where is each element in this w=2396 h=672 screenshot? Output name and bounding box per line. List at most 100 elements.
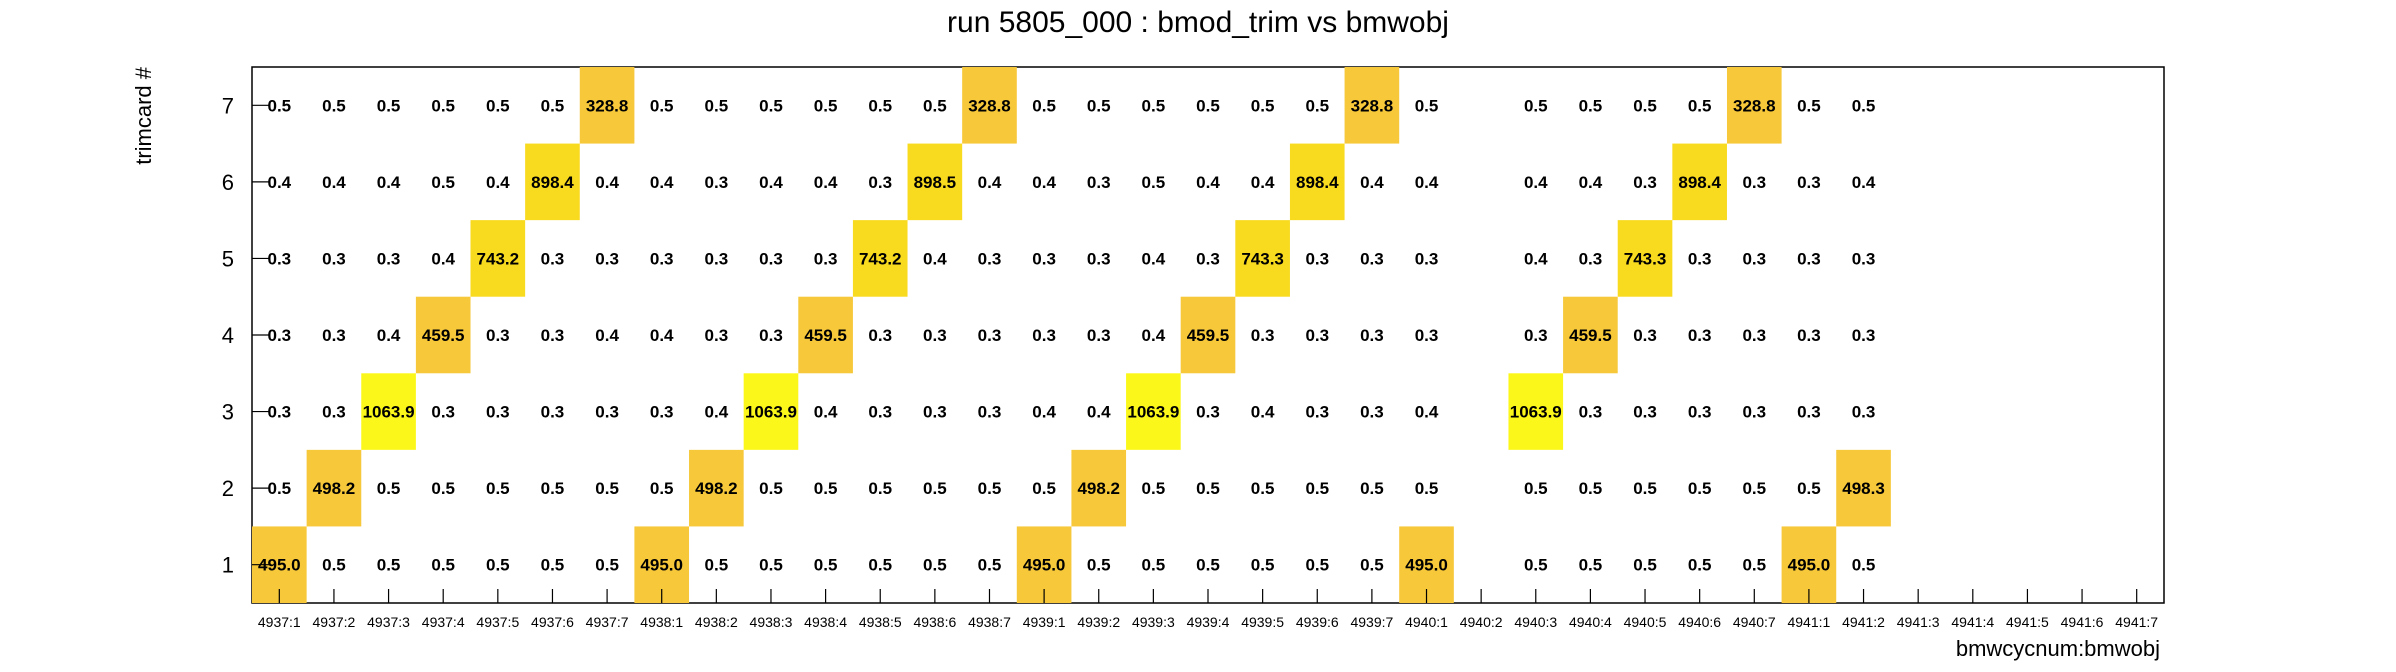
heatmap-cell [962,67,1017,144]
cell-value-label: 0.5 [431,556,455,575]
cell-value-label: 0.4 [1142,326,1166,345]
cell-value-label: 0.5 [650,479,674,498]
cell-value-label: 0.3 [541,403,565,422]
cell-value-label: 0.3 [1797,249,1821,268]
cell-value-label: 0.4 [1087,403,1111,422]
x-tick-label: 4939:6 [1296,614,1339,630]
cell-value-label: 0.5 [1797,479,1821,498]
x-tick-label: 4938:5 [859,614,902,630]
cell-value-label: 0.5 [1742,556,1766,575]
cell-value-label: 459.5 [1569,326,1612,345]
cell-value-label: 0.4 [486,173,510,192]
cell-value-label: 0.3 [814,249,838,268]
cell-value-label: 0.4 [1415,173,1439,192]
x-tick-label: 4939:4 [1187,614,1230,630]
x-tick-label: 4937:3 [367,614,410,630]
y-tick-label: 7 [222,93,234,118]
cell-value-label: 0.3 [1524,326,1548,345]
cell-value-label: 0.5 [868,556,892,575]
cell-value-label: 0.3 [868,403,892,422]
heatmap-cell [1508,373,1564,450]
cell-value-label: 0.5 [1142,173,1166,192]
cell-value-label: 0.3 [1688,403,1712,422]
cell-value-label: 743.3 [1624,249,1667,268]
x-tick-label: 4941:3 [1897,614,1940,630]
cell-value-label: 0.3 [1633,173,1657,192]
cell-value-label: 0.4 [705,403,729,422]
cell-value-label: 0.5 [814,96,838,115]
cell-value-label: 0.5 [1742,479,1766,498]
heatmap-cell [1071,449,1127,527]
cell-value-label: 0.5 [431,96,455,115]
cell-value-label: 0.3 [759,249,783,268]
cell-value-label: 0.3 [1742,326,1766,345]
cell-value-label: 0.3 [978,249,1002,268]
cell-value-label: 328.8 [586,96,629,115]
cell-value-label: 898.4 [531,173,574,192]
heatmap-cell [1617,220,1673,297]
y-tick-label: 5 [222,246,234,271]
cell-value-label: 0.5 [1305,96,1329,115]
cell-value-label: 898.4 [1678,173,1721,192]
cell-value-label: 0.3 [486,326,510,345]
cell-value-label: 0.3 [1305,326,1329,345]
cell-value-label: 0.4 [1251,173,1275,192]
cell-value-label: 0.5 [1142,479,1166,498]
cell-value-label: 0.3 [1305,403,1329,422]
cell-value-label: 0.3 [1742,403,1766,422]
cell-value-label: 0.5 [705,556,729,575]
cell-value-label: 0.5 [923,556,947,575]
x-tick-label: 4939:3 [1132,614,1175,630]
cell-value-label: 898.5 [914,173,957,192]
cell-value-label: 0.3 [705,249,729,268]
cell-value-label: 0.3 [705,326,729,345]
cell-value-label: 0.5 [1196,556,1220,575]
cell-value-label: 0.4 [650,326,674,345]
cell-value-label: 0.5 [1688,479,1712,498]
x-tick-label: 4938:6 [913,614,956,630]
cell-value-label: 0.5 [1305,556,1329,575]
x-tick-label: 4940:5 [1624,614,1667,630]
cell-value-label: 0.3 [1196,403,1220,422]
cell-value-label: 0.3 [868,173,892,192]
heatmap-cell [470,220,526,297]
x-tick-label: 4937:6 [531,614,574,630]
x-tick-label: 4939:7 [1350,614,1393,630]
cell-value-label: 0.3 [1415,326,1439,345]
cell-value-label: 0.5 [1415,96,1439,115]
cell-value-label: 0.3 [1797,173,1821,192]
cell-value-label: 0.5 [1251,96,1275,115]
cell-value-label: 0.3 [1415,249,1439,268]
cell-value-label: 498.2 [313,479,356,498]
heatmap-cell [1235,220,1290,297]
heatmap-cell [579,67,635,144]
x-tick-label: 4938:7 [968,614,1011,630]
x-tick-label: 4941:5 [2006,614,2049,630]
cell-value-label: 0.3 [923,403,947,422]
heatmap-cell [798,296,853,374]
cell-value-label: 0.3 [1688,249,1712,268]
cell-value-label: 0.5 [868,96,892,115]
cell-value-label: 0.3 [1196,249,1220,268]
cell-value-label: 0.5 [541,479,565,498]
cell-value-label: 0.5 [705,96,729,115]
x-tick-label: 4939:1 [1023,614,1066,630]
cell-value-label: 0.5 [322,556,346,575]
cell-value-label: 0.4 [1852,173,1876,192]
cell-value-label: 0.5 [1305,479,1329,498]
cell-value-label: 0.5 [486,556,510,575]
cell-value-label: 0.4 [1524,249,1548,268]
cell-value-label: 0.3 [1852,403,1876,422]
cell-value-label: 0.3 [1305,249,1329,268]
cell-value-label: 0.3 [1797,326,1821,345]
x-tick-label: 4938:3 [750,614,793,630]
cell-value-label: 498.2 [695,479,738,498]
cell-value-label: 0.4 [377,173,401,192]
x-tick-label: 4938:2 [695,614,738,630]
x-tick-label: 4940:4 [1569,614,1612,630]
cell-value-label: 0.5 [1360,556,1384,575]
cell-value-label: 0.3 [978,326,1002,345]
cell-value-label: 0.5 [1251,556,1275,575]
cell-value-label: 459.5 [1187,326,1230,345]
cells-layer: 0.5 0.5 0.5 0.5 0.5 0.5 328.8 0.5 0.5 0.5 0.5 0.5 0.… [252,67,1891,603]
